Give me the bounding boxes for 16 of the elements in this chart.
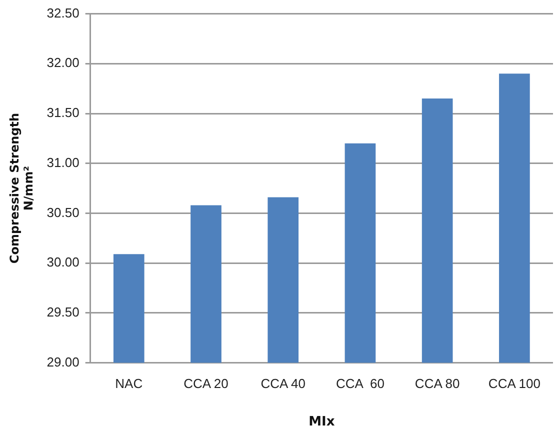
y-tick-label: 32.50	[46, 5, 80, 20]
y-tick-label: 30.50	[46, 204, 80, 220]
x-tick-label: CCA 60	[336, 376, 384, 392]
y-tick-label: 30.00	[46, 254, 80, 270]
x-tick-label: NAC	[115, 376, 143, 392]
y-tick-label: 31.00	[46, 154, 80, 170]
y-tick-label: 29.50	[46, 304, 80, 320]
y-tick-label: 31.50	[46, 105, 80, 120]
x-tick-label: CCA 20	[184, 376, 228, 392]
y-tick-label: 32.00	[46, 55, 80, 70]
y-tick-label: 29.00	[46, 354, 80, 370]
x-tick-label: CCA 100	[488, 376, 540, 392]
x-tick-label: CCA 40	[260, 376, 306, 392]
y-axis-title: Compressive Strength N/mm²	[7, 113, 36, 264]
x-tick-label: CCA 80	[414, 376, 460, 392]
x-axis-title: MIx	[308, 414, 336, 430]
